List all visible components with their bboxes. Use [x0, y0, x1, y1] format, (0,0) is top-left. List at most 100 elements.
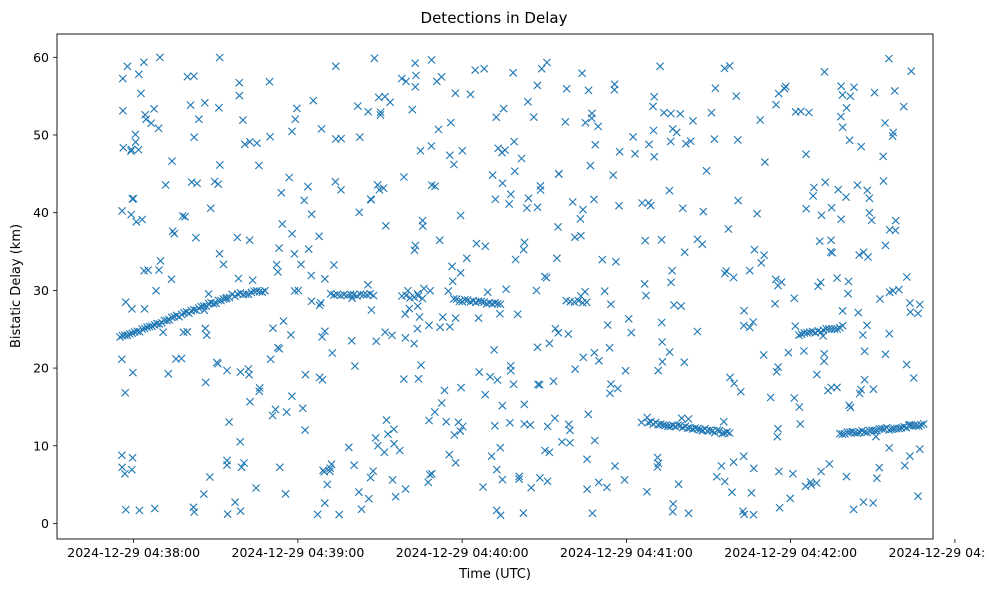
detection-marker: [182, 307, 191, 316]
detection-marker: [834, 185, 843, 194]
detection-marker: [705, 426, 714, 435]
detection-marker: [551, 324, 560, 333]
detection-marker: [496, 511, 505, 520]
detection-marker: [138, 215, 147, 224]
detection-marker: [594, 478, 603, 487]
detection-marker: [724, 225, 733, 233]
detection-marker: [486, 372, 495, 381]
detection-marker: [598, 255, 607, 264]
detection-marker: [579, 353, 588, 362]
detection-marker: [864, 253, 872, 261]
detection-marker: [118, 74, 127, 83]
detection-marker: [425, 321, 433, 330]
detection-marker: [774, 363, 783, 372]
detection-marker: [456, 211, 465, 220]
detection-marker: [356, 290, 365, 299]
detection-marker: [838, 306, 847, 315]
detection-marker: [584, 86, 593, 95]
detection-marker: [877, 424, 886, 433]
detection-marker: [510, 167, 519, 176]
detection-marker: [820, 357, 829, 366]
detection-marker: [380, 448, 389, 457]
detection-marker: [588, 109, 596, 118]
detection-marker: [327, 460, 336, 469]
detection-marker: [699, 207, 708, 216]
detection-marker: [726, 373, 734, 382]
detection-marker: [445, 322, 454, 331]
detection-marker: [498, 148, 506, 157]
detection-marker: [313, 510, 322, 519]
detection-marker: [713, 426, 722, 435]
detection-marker: [875, 463, 884, 472]
detection-marker: [493, 376, 502, 384]
detection-marker: [534, 380, 542, 389]
detection-marker: [236, 437, 245, 446]
detection-marker: [836, 112, 845, 121]
detection-marker: [842, 103, 851, 112]
detection-marker: [576, 231, 585, 240]
detection-marker: [427, 181, 436, 190]
detection-marker: [143, 323, 152, 332]
x-tick-label: 2024-12-29 04:41:00: [560, 545, 693, 560]
detection-marker: [442, 417, 451, 426]
detection-marker: [640, 279, 649, 288]
detection-marker: [458, 146, 467, 155]
detection-marker: [583, 455, 591, 464]
detection-marker: [167, 275, 176, 284]
detection-marker: [427, 142, 436, 150]
detection-marker: [665, 186, 674, 195]
detection-marker: [561, 117, 570, 126]
detection-marker: [413, 302, 422, 311]
x-tick-label: 2024-12-29 04:38:00: [67, 545, 200, 560]
detection-marker: [405, 304, 414, 313]
detection-marker: [571, 365, 580, 374]
detection-marker: [315, 232, 324, 241]
detection-marker: [245, 236, 254, 245]
detection-marker: [564, 420, 573, 429]
x-tick-label: 2024-12-29 04:40:00: [396, 545, 529, 560]
detection-marker: [505, 418, 514, 427]
detection-marker: [885, 329, 894, 338]
detection-marker: [141, 110, 150, 119]
detection-marker: [471, 66, 480, 75]
detection-marker: [774, 424, 782, 433]
detection-marker: [286, 330, 295, 339]
detection-marker: [602, 483, 611, 492]
detection-marker: [520, 400, 529, 409]
detection-marker: [552, 254, 561, 263]
detection-marker: [606, 380, 615, 389]
detection-marker: [138, 325, 147, 333]
detection-marker: [323, 480, 332, 489]
detection-marker: [451, 314, 460, 323]
detection-marker: [678, 204, 687, 213]
detection-marker: [223, 366, 231, 375]
detection-marker: [383, 430, 392, 439]
detection-marker: [846, 92, 855, 101]
detection-marker: [510, 137, 519, 146]
detection-marker: [128, 194, 137, 203]
detection-marker: [231, 498, 240, 507]
detection-marker: [413, 324, 422, 333]
detection-marker: [186, 101, 195, 110]
detection-marker: [493, 299, 502, 308]
detection-marker: [863, 186, 872, 195]
detection-marker: [381, 221, 390, 230]
detection-marker: [739, 452, 748, 461]
detection-marker: [318, 332, 327, 341]
detection-marker: [603, 321, 612, 329]
detection-marker: [541, 446, 549, 455]
detection-marker: [879, 177, 888, 185]
detection-marker: [745, 266, 754, 275]
detection-marker: [661, 421, 670, 430]
detection-marker: [817, 211, 826, 220]
detection-marker: [673, 421, 682, 430]
detection-marker: [919, 420, 928, 428]
detection-marker: [533, 203, 542, 212]
detection-marker: [455, 297, 464, 306]
detection-marker: [885, 426, 894, 434]
detection-marker: [774, 467, 783, 476]
detection-marker: [366, 195, 375, 204]
detection-marker: [255, 387, 264, 396]
detection-marker: [178, 212, 187, 220]
